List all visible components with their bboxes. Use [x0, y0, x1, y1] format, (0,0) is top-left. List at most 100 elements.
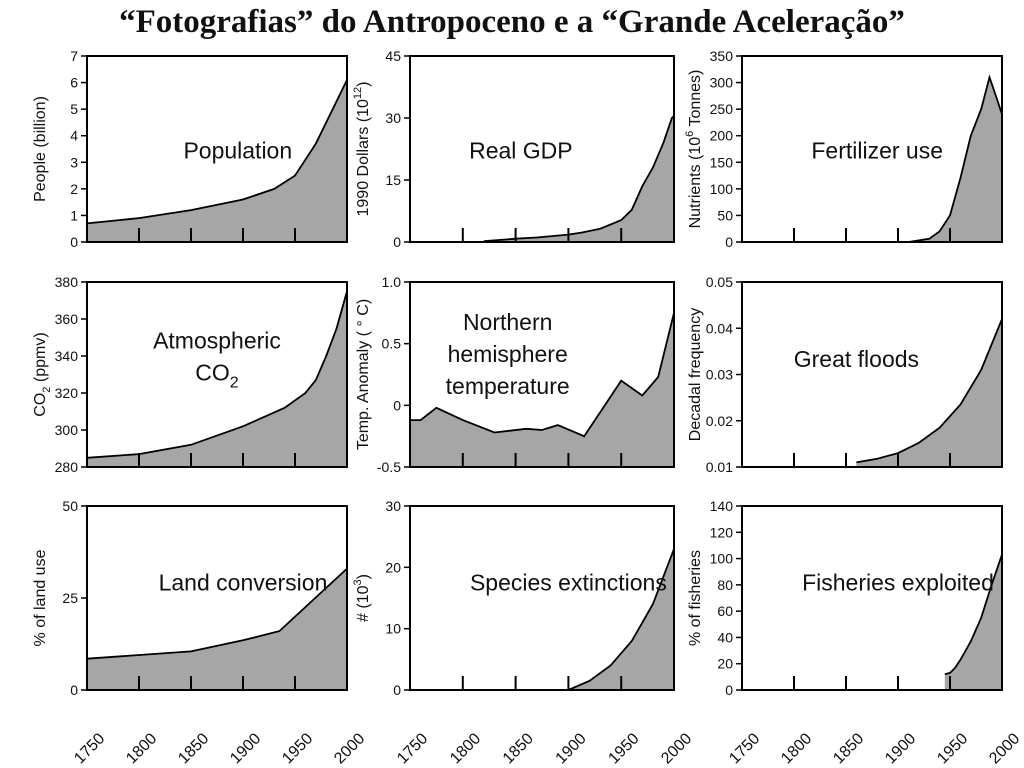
panel-label-land-conversion: Land conversion	[159, 570, 328, 596]
line-land-conversion	[86, 567, 348, 660]
panel-population: 0 1 2 3 4 5 6 7 People (billion) Population	[32, 48, 348, 250]
y-axis-label-population: People (billion)	[32, 96, 49, 202]
panel-great-floods: 0.01 0.02 0.03 0.04 0.05 Decadal frequency Gre…	[687, 274, 1003, 475]
x-tick-label: 2000	[331, 730, 368, 767]
panel-label-nh-temperature: Northern	[463, 309, 552, 335]
y-tick-label: 280	[55, 459, 79, 475]
y-tick-label: 0.5	[382, 336, 402, 352]
y-tick-label: 0.05	[706, 274, 733, 290]
panel-label-nh-temperature: temperature	[446, 373, 570, 399]
y-tick-label: 30	[385, 498, 401, 514]
y-tick-label: 340	[55, 348, 79, 364]
x-tick-label: 1850	[830, 730, 867, 767]
y-tick-label: 10	[385, 621, 401, 637]
line-nh-temperature	[410, 312, 675, 438]
y-tick-label: 380	[55, 274, 79, 290]
area-fertilizer-use	[908, 77, 1002, 242]
y-tick-label: 0	[393, 234, 401, 250]
panel-nh-temperature: -0.5 0 0.5 1.0 Temp. Anomaly ( ° C) Northern h…	[355, 274, 675, 475]
panel-label-species-extinctions: Species extinctions	[470, 570, 667, 596]
y-tick-label: 3	[70, 154, 78, 170]
y-axis-label-real-gdp: 1990 Dollars (1012)	[352, 82, 372, 217]
y-tick-label: 200	[710, 128, 734, 144]
y-tick-label: 60	[717, 603, 733, 619]
x-tick-label: 1950	[605, 730, 642, 767]
panel-atmospheric-co2: 280 300 320 340 360 380 CO2 (ppmv) Atmospheric C…	[32, 274, 348, 475]
y-tick-label: 0.01	[706, 459, 733, 475]
area-atmospheric-co2	[87, 291, 347, 467]
line-fisheries-exploited	[944, 554, 1003, 676]
x-tick-label: 1750	[726, 730, 763, 767]
panel-label-atmospheric-co2: CO2	[195, 360, 239, 392]
y-tick-label: 150	[710, 154, 734, 170]
area-great-floods	[856, 319, 1002, 467]
panel-fisheries-exploited: 0 20 40 60 80 100 120 140 % of fisheries Fisherie…	[687, 498, 1003, 698]
line-great-floods	[856, 318, 1003, 464]
y-tick-label: 50	[62, 498, 78, 514]
line-fertilizer-use	[908, 74, 1003, 243]
y-tick-label: 20	[385, 559, 401, 575]
y-tick-label: 0	[725, 234, 733, 250]
panel-label-great-floods: Great floods	[794, 346, 919, 372]
y-tick-label: 5	[70, 101, 78, 117]
slide-title: “Fotografias” do Antropoceno e a “Grande…	[119, 4, 905, 40]
x-tick-label: 1850	[500, 730, 537, 767]
panel-label-nh-temperature: hemisphere	[448, 341, 568, 367]
y-tick-label: -0.5	[377, 459, 401, 475]
area-nh-temperature	[410, 312, 674, 467]
y-tick-label: 15	[385, 172, 401, 188]
y-tick-label: 80	[717, 577, 733, 593]
axes-frame-real-gdp	[409, 55, 675, 243]
line-real-gdp	[483, 115, 675, 243]
y-axis-label-species-extinctions: # (103)	[352, 574, 372, 622]
y-tick-label: 6	[70, 75, 78, 91]
area-population	[87, 79, 347, 243]
x-tick-label: 1850	[175, 730, 212, 767]
axes-frame-species-extinctions	[409, 505, 675, 691]
x-tick-label: 1800	[123, 730, 160, 767]
axes-frame-population	[86, 55, 348, 243]
x-tick-label: 1900	[553, 730, 590, 767]
line-population	[86, 79, 348, 225]
y-tick-label: 350	[710, 48, 734, 64]
axes-frame-atmospheric-co2	[86, 281, 348, 468]
y-tick-label: 0	[393, 682, 401, 698]
x-tick-label: 1950	[934, 730, 971, 767]
y-tick-label: 0	[70, 234, 78, 250]
panel-real-gdp: 0 15 30 45 1990 Dollars (1012) Real GDP	[352, 48, 675, 250]
panel-fertilizer-use: 0 50 100 150 200 250 300 350 Nutrients (106 Tonn…	[684, 48, 1003, 250]
y-axis-label-atmospheric-co2: CO2 (ppmv)	[32, 332, 53, 416]
y-tick-label: 100	[710, 181, 734, 197]
panel-label-real-gdp: Real GDP	[469, 137, 573, 163]
panel-land-conversion: 0 25 50 % of land use Land conversion	[32, 498, 348, 698]
y-tick-label: 25	[62, 590, 78, 606]
y-tick-label: 45	[385, 48, 401, 64]
line-species-extinctions	[568, 548, 675, 691]
x-tick-label: 1950	[279, 730, 316, 767]
y-tick-label: 100	[710, 551, 734, 567]
y-tick-label: 0.04	[706, 320, 733, 336]
x-tick-label: 1900	[882, 730, 919, 767]
panel-species-extinctions: 0 10 20 30 # (103) Species extinctions	[352, 498, 675, 698]
x-tick-label: 1750	[71, 730, 108, 767]
area-land-conversion	[87, 568, 347, 690]
x-tick-label: 2000	[986, 730, 1023, 767]
y-tick-label: 140	[710, 498, 734, 514]
y-tick-label: 0	[70, 682, 78, 698]
y-tick-label: 0	[393, 397, 401, 413]
x-tick-label: 1900	[227, 730, 264, 767]
panel-label-population: Population	[183, 137, 292, 163]
y-tick-label: 0.03	[706, 367, 733, 383]
x-tick-label: 2000	[658, 730, 695, 767]
area-real-gdp	[483, 115, 674, 242]
axes-frame-fertilizer-use	[741, 55, 1003, 243]
y-axis-label-land-conversion: % of land use	[32, 549, 49, 646]
y-tick-label: 30	[385, 110, 401, 126]
y-axis-label-fisheries-exploited: % of fisheries	[687, 550, 704, 646]
x-tick-label: 1750	[394, 730, 431, 767]
y-tick-label: 2	[70, 181, 78, 197]
y-tick-label: 320	[55, 385, 79, 401]
y-tick-label: 1.0	[382, 274, 402, 290]
y-tick-label: 300	[55, 422, 79, 438]
